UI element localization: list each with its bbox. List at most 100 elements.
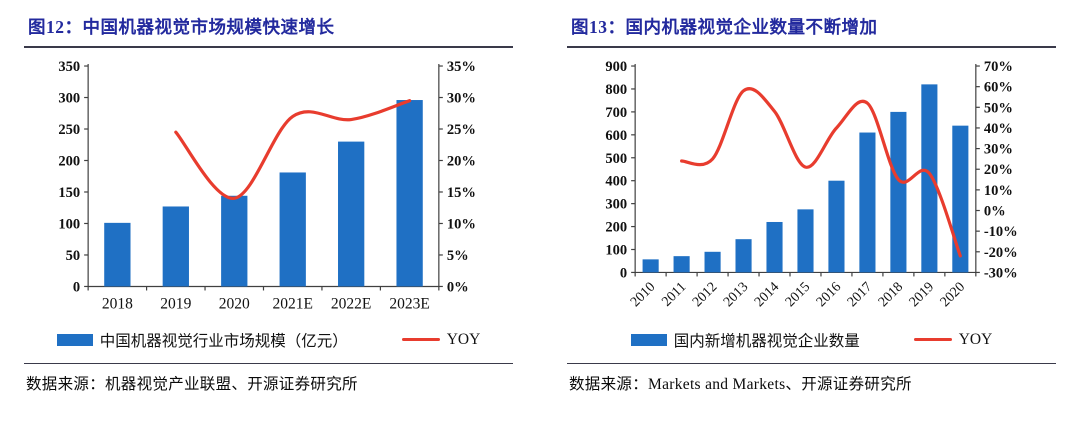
bar-series: [642, 84, 969, 273]
right-axis-label: 50%: [984, 100, 1013, 116]
bar: [890, 111, 907, 273]
left-axis-label: 200: [58, 154, 80, 170]
x-axis-label: 2019: [907, 280, 937, 310]
left-axis-label: 300: [58, 91, 80, 107]
line-series-swatch: [913, 337, 952, 342]
left-axis-label: 100: [58, 216, 80, 232]
figure-13-source: 数据来源：Markets and Markets、开源证券研究所: [569, 375, 912, 393]
bar: [162, 206, 189, 287]
figure-12-chart-area: 0 50 100 150 200 250 300 350 0% 5% 10% 15% 20% 25% 30%…: [24, 54, 513, 327]
bar: [673, 256, 690, 273]
x-axis-label: 2011: [659, 280, 689, 310]
x-axis-label: 2012: [690, 280, 720, 310]
left-axis-label: 700: [605, 105, 627, 121]
figure-12-title-rule: [24, 46, 513, 48]
yoy-line: [680, 87, 962, 258]
bar: [735, 239, 752, 273]
bar: [642, 259, 659, 273]
figure-panels: 图12：中国机器视觉市场规模快速增长 0 50 100 150 200 250 300 350…: [24, 10, 1056, 394]
right-axis-label: 40%: [984, 121, 1013, 137]
x-axis-label: 2016: [814, 280, 844, 310]
bar: [104, 222, 131, 287]
x-axis-label: 2018: [876, 280, 906, 310]
legend-label-yoy: YOY: [446, 330, 481, 348]
right-axis-label: 10%: [984, 183, 1013, 199]
figure-12-panel: 图12：中国机器视觉市场规模快速增长 0 50 100 150 200 250 300 350…: [24, 10, 513, 394]
right-axis-label: -20%: [984, 245, 1018, 261]
legend-item-market-size: 中国机器视觉行业市场规模（亿元）: [56, 329, 348, 351]
legend-item-new-companies: 国内新增机器视觉企业数量: [630, 329, 860, 351]
left-axis-label: 800: [605, 82, 627, 98]
legend-label-new-companies: 国内新增机器视觉企业数量: [673, 332, 860, 350]
left-axis-label: 600: [605, 128, 627, 144]
legend-label-market-size: 中国机器视觉行业市场规模（亿元）: [99, 332, 348, 350]
left-axis-label: 150: [58, 185, 80, 201]
figure-12-source: 数据来源：机器视觉产业联盟、开源证券研究所: [26, 375, 358, 393]
x-axis-label: 2013: [721, 280, 751, 310]
legend-item-yoy: YOY: [913, 330, 993, 349]
left-axis-label: 900: [605, 59, 627, 75]
bar-series-swatch: [630, 333, 667, 346]
right-axis-label: 20%: [447, 154, 476, 170]
bar-series-swatch: [56, 333, 93, 346]
figure-13-legend: 国内新增机器视觉企业数量 YOY: [567, 327, 1056, 353]
right-axis-label: 5%: [447, 248, 469, 264]
x-axis-label: 2015: [783, 280, 813, 310]
right-axis-label: 10%: [447, 216, 476, 232]
bar: [396, 100, 423, 287]
left-axis-label: 500: [605, 151, 627, 167]
right-axis-label: 25%: [447, 122, 476, 138]
bar: [952, 125, 969, 273]
x-axis-label: 2019: [160, 296, 191, 313]
bar: [279, 172, 306, 287]
x-axis-label: 2018: [102, 296, 133, 313]
figure-12-source-block: 数据来源：机器视觉产业联盟、开源证券研究所: [24, 362, 513, 394]
left-axis-label: 0: [620, 265, 627, 281]
figure-13-title-rule: [567, 46, 1056, 48]
left-axis-label: 400: [605, 174, 627, 190]
bar: [704, 251, 721, 273]
right-axis-label: 0%: [447, 279, 469, 295]
right-axis-label: 60%: [984, 80, 1013, 96]
figure-12-legend: 中国机器视觉行业市场规模（亿元） YOY: [24, 327, 513, 353]
right-axis-label: 0%: [984, 204, 1006, 220]
x-axis-label: 2021E: [272, 296, 313, 313]
right-axis-label: 30%: [984, 142, 1013, 158]
right-axis-label: 70%: [984, 59, 1013, 75]
left-axis-label: 200: [605, 220, 627, 236]
right-axis-label: 30%: [447, 91, 476, 107]
legend-label-yoy: YOY: [958, 330, 993, 348]
bar: [797, 209, 814, 273]
figure-13-panel: 图13：国内机器视觉企业数量不断增加 0 100 200 300 400 500 600 70…: [567, 10, 1056, 394]
bar: [338, 141, 365, 287]
right-axis-label: 15%: [447, 185, 476, 201]
figure-12-title: 图12：中国机器视觉市场规模快速增长: [28, 17, 335, 37]
right-axis-label: 20%: [984, 162, 1013, 178]
bar: [921, 84, 938, 273]
line-series-swatch: [401, 337, 440, 342]
yoy-line: [174, 99, 412, 200]
left-axis-label: 50: [66, 248, 81, 264]
bar: [859, 132, 876, 273]
figure-13-title: 图13：国内机器视觉企业数量不断增加: [571, 17, 878, 37]
bar: [221, 195, 248, 287]
figure-13-source-block: 数据来源：Markets and Markets、开源证券研究所: [567, 362, 1056, 394]
china-machine-vision-market-chart: 0 50 100 150 200 250 300 350 0% 5% 10% 15% 20% 25% 30%…: [58, 59, 476, 313]
x-axis-label: 2023E: [389, 296, 430, 313]
left-axis-label: 300: [605, 197, 627, 213]
bar-series: [104, 100, 423, 287]
domestic-machine-vision-companies-chart: 0 100 200 300 400 500 600 700 800 900 -30% -20% -10%…: [605, 59, 1018, 310]
x-axis-label: 2014: [752, 280, 782, 310]
legend-item-yoy: YOY: [401, 330, 481, 349]
x-axis-label: 2010: [628, 280, 658, 310]
left-axis-label: 250: [58, 122, 80, 138]
bar: [828, 180, 845, 273]
x-axis-label: 2020: [938, 280, 968, 310]
right-axis-label: -30%: [984, 265, 1018, 281]
x-axis-label: 2022E: [331, 296, 372, 313]
right-axis-label: 35%: [447, 59, 476, 75]
x-axis-label: 2017: [845, 280, 875, 310]
x-axis-label: 2020: [219, 296, 250, 313]
figure-13-chart-area: 0 100 200 300 400 500 600 700 800 900 -30% -20% -10%…: [567, 54, 1056, 327]
right-axis-label: -10%: [984, 224, 1018, 240]
